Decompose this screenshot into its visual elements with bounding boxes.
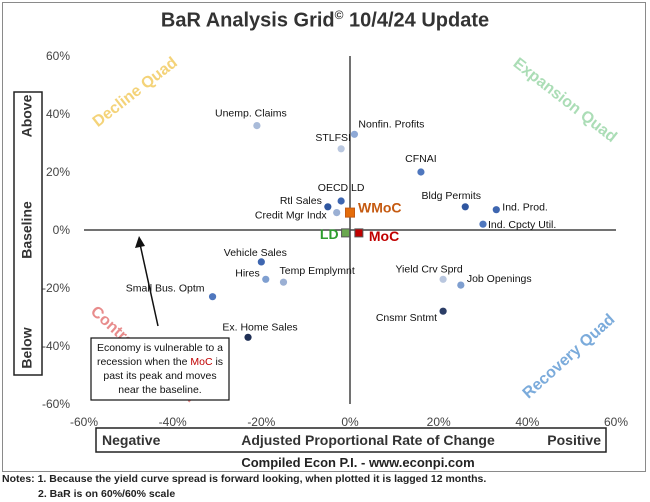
data-points: Unemp. Claims Nonfin. Profits STLFSI CFNAI O… xyxy=(126,108,556,341)
annotation-line-1: Economy is vulnerable to a xyxy=(97,342,223,354)
annotation-line-2-start: recession when the xyxy=(97,356,190,368)
data-point xyxy=(208,293,217,301)
y-tick-label: -20% xyxy=(42,281,70,295)
x-tick-label: 0% xyxy=(341,415,359,429)
data-point xyxy=(279,278,288,286)
data-point-label: CFNAI xyxy=(405,153,437,165)
data-point-label: STLFSI xyxy=(315,132,351,144)
annotation-line-3: past its peak and moves xyxy=(103,370,216,382)
data-point xyxy=(337,197,345,205)
data-point-label: Yield Crv Sprd xyxy=(395,263,462,275)
annotation-moc-highlight: MoC xyxy=(190,356,213,368)
data-point xyxy=(439,307,447,315)
y-tick-label: -60% xyxy=(42,397,70,411)
data-point-label: Vehicle Sales xyxy=(224,247,287,259)
x-tick-label: -60% xyxy=(70,415,98,429)
notes-line-1: Notes: 1. Because the yield curve spread… xyxy=(2,473,487,485)
y-axis-top-label: Above xyxy=(19,94,35,137)
annotation-line-4: near the baseline. xyxy=(118,384,201,396)
data-point xyxy=(461,203,469,211)
data-point-label: Hires xyxy=(235,267,260,279)
x-axis-left-label: Negative xyxy=(102,432,161,448)
data-point xyxy=(244,333,252,341)
y-axis-center-label: Baseline xyxy=(19,201,35,259)
data-point xyxy=(417,168,425,176)
data-point-label: Ind. Cpcty Util. xyxy=(488,219,556,231)
axes-layer: -60% -40% -20% 0% 20% 40% 60% -60% -40% -20% 0% 20%… xyxy=(13,49,628,453)
y-tick-label: 0% xyxy=(53,223,71,237)
chart-frame xyxy=(2,2,646,472)
y-tick-label: 60% xyxy=(46,49,70,63)
annotation-box xyxy=(90,337,230,401)
x-tick-label: -20% xyxy=(247,415,275,429)
data-point-label: Unemp. Claims xyxy=(215,108,287,120)
data-point-label: Ind. Prod. xyxy=(502,202,548,214)
data-point xyxy=(262,275,270,283)
x-axis-right-label: Positive xyxy=(547,432,601,448)
quadrant-label: Decline Quad xyxy=(90,54,181,130)
x-axis-center-label: Adjusted Proportional Rate of Change xyxy=(241,432,495,448)
data-point xyxy=(457,281,465,289)
data-point-label: Job Openings xyxy=(467,273,532,285)
data-point-label: Nonfin. Profits xyxy=(358,118,424,130)
composite-marker xyxy=(345,207,355,218)
data-point-label: Small Bus. Optm xyxy=(126,283,205,295)
annotation-arrow-line xyxy=(139,243,159,327)
annotation-line-2-end: is xyxy=(213,356,224,368)
data-point xyxy=(350,130,359,138)
data-point xyxy=(257,258,265,266)
notes-line-2: 2. BaR is on 60%/60% scale xyxy=(38,488,176,500)
y-tick-label: 20% xyxy=(46,165,70,179)
x-tick-label: 60% xyxy=(604,415,628,429)
data-point xyxy=(324,203,332,211)
data-point-label: Temp Emplymnt xyxy=(280,265,355,277)
data-point-label: Rtl Sales xyxy=(280,195,322,207)
composite-label: WMoC xyxy=(358,200,402,216)
chart-title-suffix: 10/4/24 Update xyxy=(343,9,490,32)
annotation: Economy is vulnerable to a recession when… xyxy=(90,236,230,401)
x-tick-label: 20% xyxy=(427,415,451,429)
data-point xyxy=(479,220,487,228)
annotation-line-2: recession when the MoC is xyxy=(97,356,223,368)
data-point-label: Credit Mgr Indx xyxy=(255,210,328,222)
data-point xyxy=(492,206,500,214)
composite-label: LD xyxy=(320,226,339,242)
x-axis-label-box xyxy=(95,427,607,453)
quadrant-label: Recovery Quad xyxy=(520,311,619,402)
data-point-label: OECD LD xyxy=(318,182,365,194)
composite-marker xyxy=(354,228,364,238)
data-point xyxy=(253,122,261,130)
x-tick-label: -40% xyxy=(159,415,187,429)
data-point xyxy=(333,209,341,217)
chart-title: BaR Analysis Grid© 10/4/24 Update xyxy=(0,8,650,33)
composite-marker xyxy=(341,228,351,238)
footer-area: Compiled Econ P.I. - www.econpi.com xyxy=(241,455,474,470)
data-point-label: Ex. Home Sales xyxy=(222,321,297,333)
copyright-mark: © xyxy=(334,8,344,22)
data-point-label: Bldg Permits xyxy=(422,190,482,202)
x-tick-label: 40% xyxy=(515,415,539,429)
y-tick-label: 40% xyxy=(46,107,70,121)
chart-title-main: BaR Analysis Grid xyxy=(160,9,335,32)
y-axis-label-box xyxy=(13,91,43,376)
data-point xyxy=(337,145,345,153)
composite-label: MoC xyxy=(369,228,399,244)
quadrant-label: Expansion Quad xyxy=(510,55,620,146)
source-label: Compiled Econ P.I. - www.econpi.com xyxy=(241,455,474,470)
data-point xyxy=(439,275,447,283)
annotation-arrow-head xyxy=(135,236,145,248)
data-point-label: Cnsmr Sntmt xyxy=(376,312,437,324)
composite-points: WMoC MoC LD xyxy=(320,200,402,244)
y-tick-label: -40% xyxy=(42,339,70,353)
y-axis-bottom-label: Below xyxy=(19,327,35,368)
